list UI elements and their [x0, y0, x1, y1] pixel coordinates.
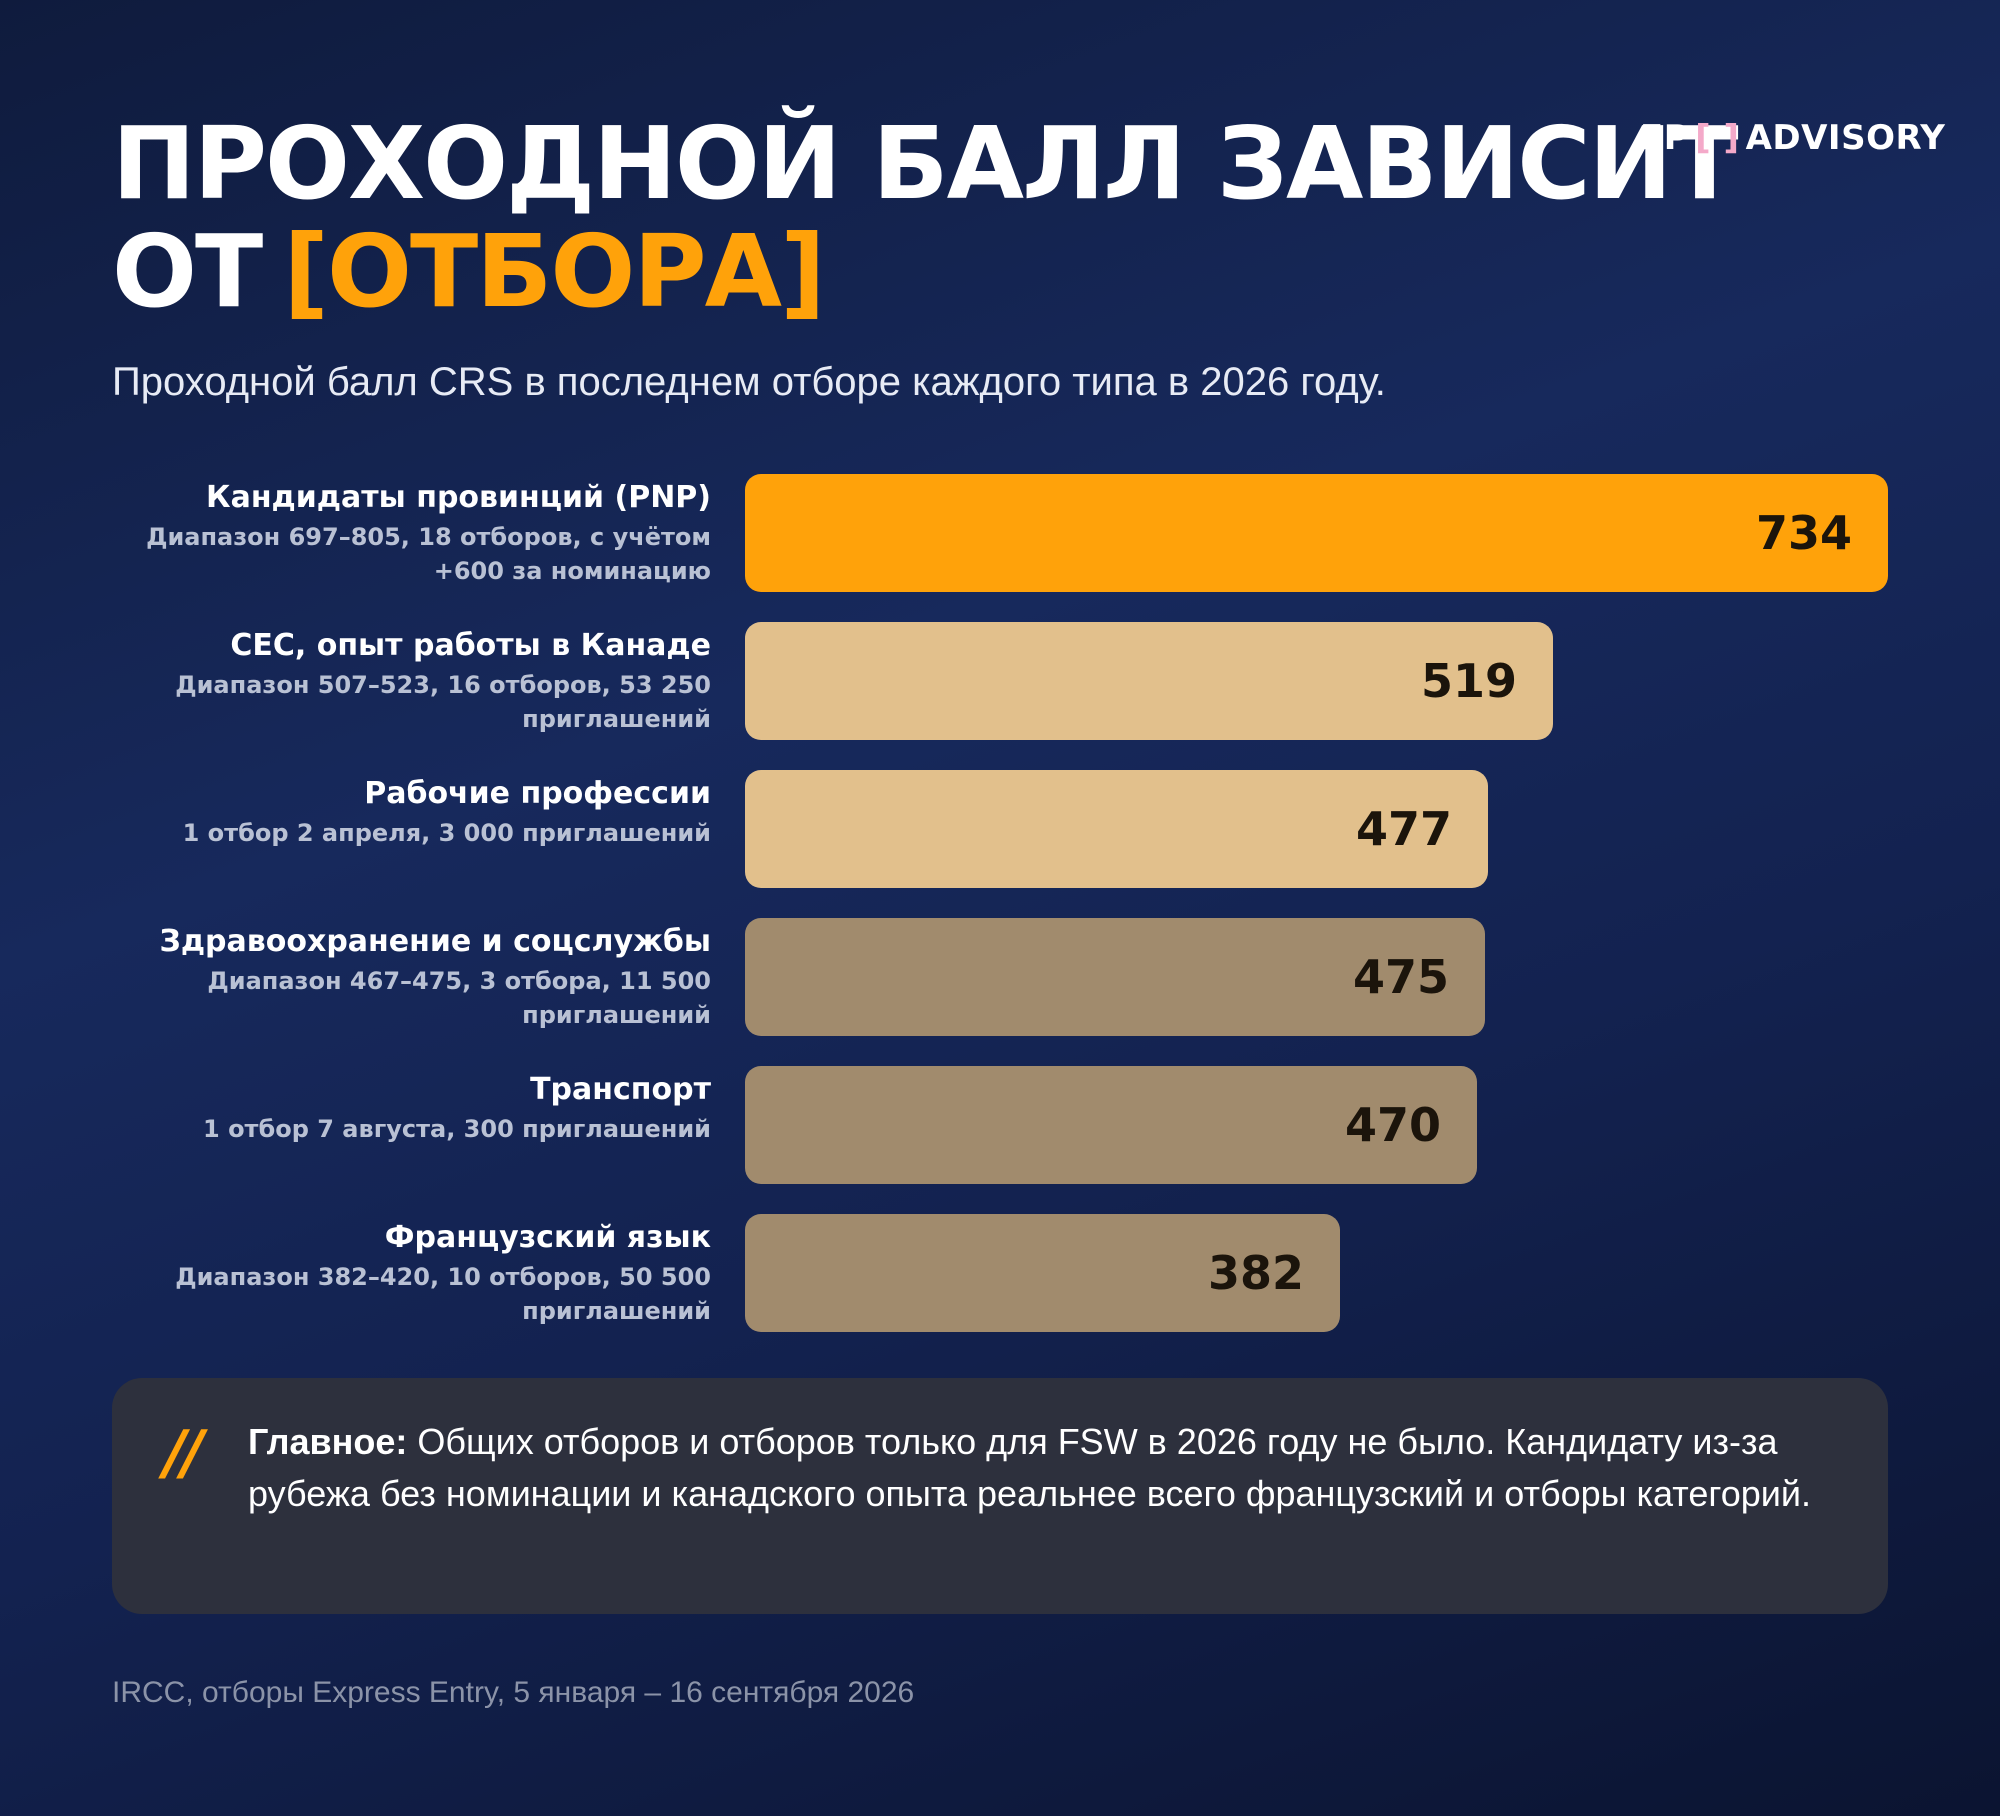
- category-name: Рабочие профессии: [364, 776, 711, 811]
- bar: 475: [745, 918, 1485, 1036]
- bar-label: Здравоохранение и соцслужбы Диапазон 467–…: [111, 922, 711, 1032]
- category-name: Французский язык: [384, 1220, 711, 1255]
- category-name: Здравоохранение и соцслужбы: [159, 924, 711, 959]
- bar-label: Французский язык Диапазон 382–420, 10 отб…: [111, 1218, 711, 1328]
- bar-value-label: 477: [1355, 802, 1452, 856]
- bar-label: CEC, опыт работы в Канаде Диапазон 507–52…: [111, 626, 711, 736]
- callout-text: Главное: Общих отборов и отборов только …: [248, 1416, 1828, 1520]
- category-description: Диапазон 382–420, 10 отборов, 50 500 при…: [175, 1263, 711, 1325]
- category-description: 1 отбор 2 апреля, 3 000 приглашений: [182, 819, 711, 847]
- key-takeaway-callout: // Главное: Общих отборов и отборов толь…: [112, 1378, 1888, 1614]
- bar: 519: [745, 622, 1553, 740]
- bar: 734: [745, 474, 1888, 592]
- source-note: IRCC, отборы Express Entry, 5 января – 1…: [112, 1676, 915, 1709]
- bar-value-label: 475: [1352, 950, 1449, 1004]
- logo-right: ADVISORY: [1745, 118, 1946, 158]
- bar-value-label: 734: [1755, 506, 1852, 560]
- bar: 470: [745, 1066, 1477, 1184]
- category-name: Кандидаты провинций (PNP): [206, 480, 711, 515]
- category-description: Диапазон 697–805, 18 отборов, с учётом +…: [146, 523, 711, 585]
- bar-label: Рабочие профессии 1 отбор 2 апреля, 3 000…: [111, 774, 711, 850]
- category-name: Транспорт: [530, 1072, 711, 1107]
- title-prefix: ОТ: [112, 213, 263, 330]
- category-description: 1 отбор 7 августа, 300 приглашений: [203, 1115, 711, 1143]
- bar-label: Кандидаты провинций (PNP) Диапазон 697–80…: [111, 478, 711, 588]
- brand-logo: EP[ ] ADVISORY: [1640, 118, 1945, 158]
- page-title: ПРОХОДНОЙ БАЛЛ ЗАВИСИТ ОТ [ОТБОРА]: [112, 105, 1739, 326]
- title-line-2: ОТ [ОТБОРА]: [112, 218, 1737, 326]
- logo-bracket: [ ]: [1695, 118, 1740, 158]
- bar-value-label: 519: [1420, 654, 1517, 708]
- category-description: Диапазон 467–475, 3 отбора, 11 500 пригл…: [207, 967, 711, 1029]
- bar-label: Транспорт 1 отбор 7 августа, 300 приглаше…: [111, 1070, 711, 1146]
- bar: 477: [745, 770, 1488, 888]
- logo-left: EP: [1640, 118, 1690, 158]
- title-accent: [ОТБОРА]: [283, 213, 826, 330]
- bar-value-label: 470: [1344, 1098, 1441, 1152]
- callout-body: Общих отборов и отборов только для FSW в…: [248, 1421, 1811, 1514]
- title-line-1: ПРОХОДНОЙ БАЛЛ ЗАВИСИТ: [112, 105, 1739, 222]
- category-description: Диапазон 507–523, 16 отборов, 53 250 при…: [175, 671, 711, 733]
- chart-subtitle: Проходной балл CRS в последнем отборе ка…: [112, 360, 1386, 404]
- bar-value-label: 382: [1207, 1246, 1304, 1300]
- category-name: CEC, опыт работы в Канаде: [230, 628, 711, 663]
- quote-mark-icon: //: [164, 1418, 204, 1488]
- callout-lead: Главное:: [248, 1421, 408, 1462]
- bar: 382: [745, 1214, 1340, 1332]
